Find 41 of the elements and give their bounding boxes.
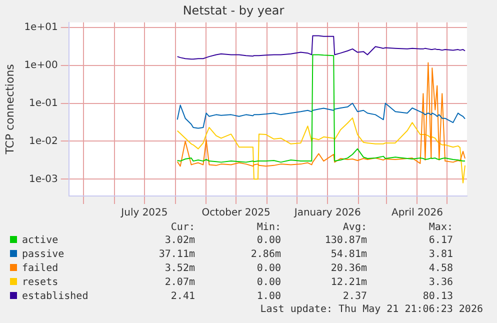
legend-label: resets [21,276,60,290]
text: 12.21m [330,276,368,290]
text: 4.58 [428,262,454,276]
text: Cur: [170,222,196,234]
text: 2.86m [250,248,282,262]
legend-label: passive [21,248,66,262]
x-tick-label: April 2026 [391,208,443,219]
text: 54.81m [330,248,368,262]
text: 2.41 [170,290,196,304]
text: 130.87m [324,234,368,248]
text: 3.36 [428,276,454,290]
text: 0.00 [256,262,282,276]
text: 0.00 [256,234,282,248]
legend-label: established [21,290,90,304]
text: 3.02m [164,234,196,248]
x-tick-label: October 2025 [202,208,270,219]
y-tick-label: 1e+01 [24,22,58,33]
text: 80.13 [422,290,454,304]
y-tick-label: 1e+00 [24,60,58,71]
text: 1.00 [256,290,282,304]
y-tick-label: 1e-02 [28,136,58,147]
chart-title: Netstat - by year [182,3,284,18]
text: 3.81 [428,248,454,262]
legend-label: failed [21,262,60,276]
text: 2.07m [164,276,196,290]
text: Last update: Thu May 21 21:06:23 2026 [259,304,484,315]
x-tick-label: July 2025 [120,208,168,219]
text: 20.36m [330,262,368,276]
text: Min: [256,222,282,234]
legend-label: active [21,234,60,248]
y-axis-title: TCP connections [3,64,16,156]
text: 2.37 [342,290,368,304]
y-tick-label: 1e-01 [28,98,58,109]
text: 0.00 [256,276,282,290]
text: Avg: [342,222,368,234]
text: Max: [428,222,454,234]
text: 3.52m [164,262,196,276]
text: 6.17 [428,234,454,248]
x-tick-label: January 2026 [293,208,361,219]
y-tick-label: 1e-03 [28,174,58,185]
text: 37.11m [158,248,196,262]
